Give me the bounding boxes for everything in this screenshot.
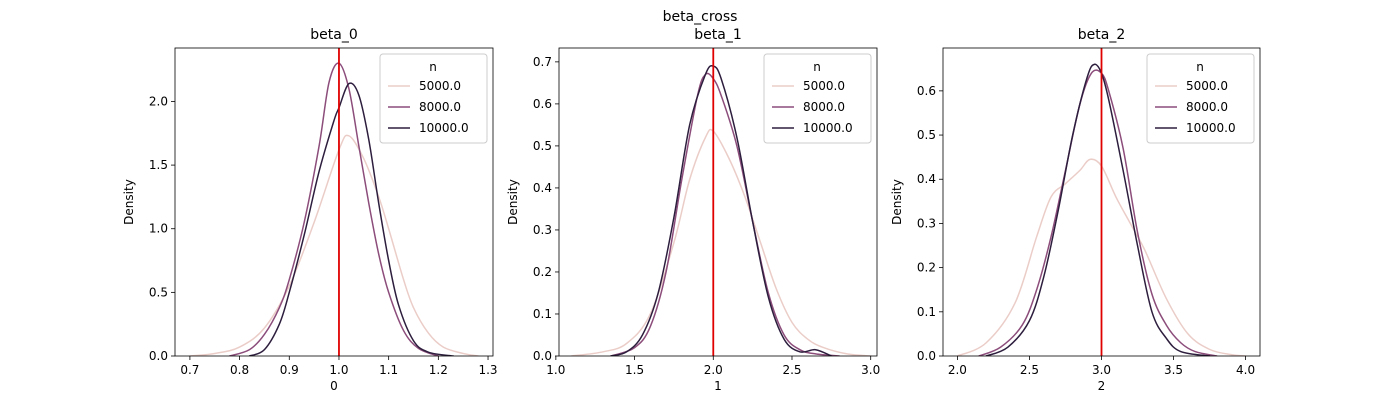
x-tick-label: 2.0 [948, 363, 967, 377]
legend-frame [1146, 53, 1255, 144]
y-tick-label: 0.0 [149, 349, 168, 363]
y-tick-label: 0.3 [533, 223, 552, 237]
y-tick-label: 0.5 [149, 285, 168, 299]
y-tick-label: 0.0 [917, 349, 936, 363]
x-tick-label: 1.0 [329, 363, 348, 377]
legend-entry-3: 10000.0 [1186, 121, 1236, 135]
legend: n 5000.0 8000.0 10000.0 [1146, 53, 1255, 144]
legend-title: n [813, 60, 821, 74]
y-tick-label: 1.5 [149, 158, 168, 172]
x-tick-label: 1.2 [429, 363, 448, 377]
y-tick-label: 0.2 [533, 265, 552, 279]
legend-entry-2: 8000.0 [419, 100, 461, 114]
legend-entry-1: 5000.0 [803, 79, 845, 93]
legend-entry-3: 10000.0 [419, 121, 469, 135]
y-axis-label: Density [122, 179, 136, 225]
series-line-3 [248, 82, 454, 356]
series-line-1 [189, 134, 479, 356]
legend-title: n [1196, 60, 1204, 74]
legend-entry-1: 5000.0 [1186, 79, 1228, 93]
series-line-3 [985, 63, 1211, 356]
x-tick-label: 4.0 [1236, 363, 1255, 377]
x-tick-label: 1.5 [625, 363, 644, 377]
y-tick-label: 0.0 [533, 349, 552, 363]
y-axis-label: Density [506, 179, 520, 225]
x-tick-label: 1.1 [379, 363, 398, 377]
y-tick-label: 0.6 [533, 97, 552, 111]
x-tick-label: 3.5 [1164, 363, 1183, 377]
legend: n 5000.0 8000.0 10000.0 [379, 53, 488, 144]
y-axis-label: Density [890, 179, 904, 225]
y-tick-label: 0.6 [917, 84, 936, 98]
y-tick-label: 0.4 [917, 172, 936, 186]
y-tick-label: 2.0 [149, 94, 168, 108]
legend-title: n [429, 60, 437, 74]
legend: n 5000.0 8000.0 10000.0 [763, 53, 872, 144]
legend-entry-2: 8000.0 [1186, 100, 1228, 114]
series-line-1 [570, 128, 872, 356]
x-tick-label: 2.5 [782, 363, 801, 377]
y-tick-label: 0.1 [533, 307, 552, 321]
legend-entry-2: 8000.0 [803, 100, 845, 114]
subplot-2: 1.0 1.5 2.0 2.5 3.0 0.0 0.1 0.2 0.3 0.4 0.5 0.6 0.7 b… [506, 27, 880, 393]
x-tick-label: 0.9 [280, 363, 299, 377]
y-tick-label: 0.7 [533, 55, 552, 69]
subplot-1: 0.7 0.8 0.9 1.0 1.1 1.2 1.3 0.0 0.5 1.0 1.5 2.0 beta… [122, 27, 498, 393]
y-tick-label: 0.5 [917, 128, 936, 142]
x-tick-label: 0.7 [180, 363, 199, 377]
x-tick-label: 3.0 [1092, 363, 1111, 377]
subplot-title: beta_0 [310, 27, 357, 43]
legend-frame [379, 53, 488, 144]
y-tick-label: 1.0 [149, 222, 168, 236]
y-tick-label: 0.2 [917, 261, 936, 275]
legend-entry-1: 5000.0 [419, 79, 461, 93]
y-tick-label: 0.1 [917, 305, 936, 319]
figure-suptitle: beta_cross [663, 9, 738, 25]
subplot-3: 2.0 2.5 3.0 3.5 4.0 0.0 0.1 0.2 0.3 0.4 0.5 0.6 beta… [890, 27, 1261, 393]
x-axis-label: 0 [330, 379, 338, 393]
subplot-title: beta_2 [1078, 27, 1125, 43]
x-tick-label: 3.0 [861, 363, 880, 377]
legend-entry-3: 10000.0 [803, 121, 853, 135]
series-line-3 [610, 64, 833, 356]
x-axis-label: 1 [714, 379, 722, 393]
x-axis-label: 2 [1098, 379, 1106, 393]
y-tick-label: 0.4 [533, 181, 552, 195]
x-tick-label: 1.0 [546, 363, 565, 377]
x-tick-label: 1.3 [478, 363, 497, 377]
x-tick-label: 2.0 [704, 363, 723, 377]
subplot-title: beta_1 [694, 27, 741, 43]
axes-frame [558, 47, 878, 357]
panels: 0.7 0.8 0.9 1.0 1.1 1.2 1.3 0.0 0.5 1.0 1.5 2.0 beta… [122, 27, 1261, 393]
axes-frame [174, 47, 494, 357]
y-tick-label: 0.5 [533, 139, 552, 153]
x-tick-label: 2.5 [1020, 363, 1039, 377]
x-tick-label: 0.8 [230, 363, 249, 377]
series-line-2 [610, 72, 840, 356]
series-group [570, 64, 872, 356]
legend-frame [763, 53, 872, 144]
y-tick-label: 0.3 [917, 216, 936, 230]
